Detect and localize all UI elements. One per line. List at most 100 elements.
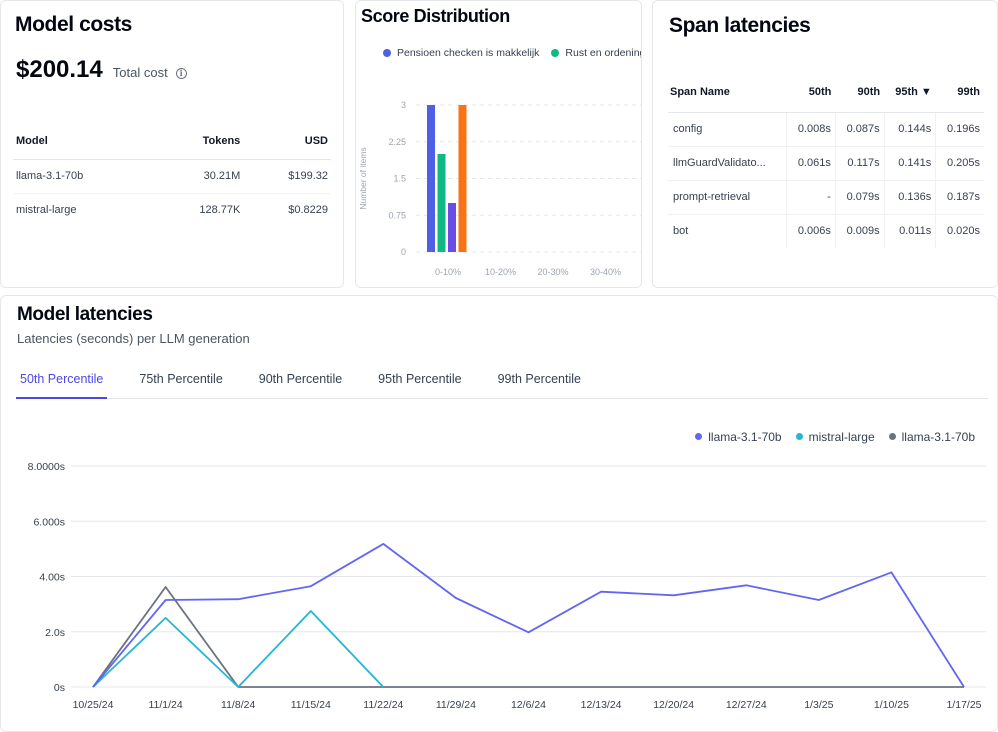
latency-cell: 0.020s [946, 225, 980, 238]
latency-cell: 0.141s [884, 146, 937, 181]
span-latencies-card: Span latencies Span Name 50th 90th 95th … [652, 0, 998, 288]
legend-label: Rust en ordening [565, 47, 642, 59]
latency-cell: 0.011s [884, 214, 937, 248]
model-latencies-chart: 0s 2.0s 4.00s 6.000s 8.0000s 10/25/24 11/1/24 1… [28, 461, 986, 711]
legend-item[interactable]: llama-3.1-70b [695, 430, 782, 444]
table-row[interactable]: config 0.008s 0.087s 0.144s 0.196s [668, 112, 984, 147]
column-header-95th[interactable]: 95th ▼ [884, 73, 936, 113]
y-tick-label: 6.000s [33, 516, 65, 528]
info-icon[interactable]: i [175, 68, 187, 79]
latency-legend: llama-3.1-70b mistral-large llama-3.1-70… [695, 430, 975, 444]
legend-label: llama-3.1-70b [901, 430, 975, 444]
legend-label: llama-3.1-70b [708, 430, 782, 444]
bar [437, 154, 446, 252]
column-header-model[interactable]: Model [13, 124, 154, 160]
x-tick-label: 12/6/24 [511, 699, 546, 711]
score-distribution-title: Score Distribution [361, 6, 510, 26]
tab-95th-percentile[interactable]: 95th Percentile [378, 372, 462, 386]
legend-item[interactable]: Rust en ordening [551, 47, 642, 59]
span-latencies-title: Span latencies [669, 14, 811, 37]
latency-cell: 0.006s [786, 214, 836, 248]
legend-dot [695, 433, 703, 440]
x-tick-label: 12/13/24 [581, 699, 622, 711]
usd-cell: $199.32 [243, 159, 331, 194]
y-tick-label: 0s [54, 682, 65, 694]
model-latencies-subtitle: Latencies (seconds) per LLM generation [17, 331, 250, 346]
tab-90th-percentile[interactable]: 90th Percentile [258, 372, 343, 386]
table-row[interactable]: prompt-retrieval -0.079s 0.136s 0.187s [668, 180, 984, 215]
column-header-tokens[interactable]: Tokens [153, 124, 244, 160]
table-header-row: Span Name 50th 90th 95th ▼ 99th [668, 73, 984, 113]
span-name-cell: prompt-retrieval [668, 180, 788, 215]
column-header-90th[interactable]: 90th [835, 73, 885, 113]
bar [448, 203, 456, 252]
latency-cell: 0.136s [884, 180, 937, 215]
percentile-tabs: 50th Percentile 75th Percentile 90th Per… [16, 369, 988, 399]
table-row[interactable]: bot 0.006s 0.009s 0.011s 0.020s [668, 214, 984, 248]
x-tick-label: 10/25/24 [73, 699, 114, 711]
tab-99th-percentile[interactable]: 99th Percentile [497, 372, 581, 386]
tab-50th-percentile[interactable]: 50th Percentile [16, 369, 108, 399]
latency-cell: 0.061s [786, 146, 836, 181]
series-line [92, 543, 965, 688]
table-row[interactable]: llmGuardValidato... 0.061s 0.117s 0.141s 0.2… [668, 146, 984, 181]
legend-item[interactable]: Pensioen checken is makkelijk [383, 47, 539, 59]
x-tick-label: 12/20/24 [653, 699, 694, 711]
total-cost-value: $200.14 [16, 56, 103, 83]
span-name-cell: bot [668, 214, 788, 248]
span-name-cell: llmGuardValidato... [668, 146, 788, 181]
span-name-cell: config [668, 112, 788, 147]
model-costs-table: Model Tokens USD llama-3.1-70b 30.21M $1… [13, 124, 331, 227]
model-latencies-card: Model latencies Latencies (seconds) per … [0, 295, 998, 732]
latency-cell: 0.117s [835, 146, 885, 181]
x-tick-label: 11/15/24 [291, 699, 331, 711]
legend-dot [551, 49, 560, 57]
model-costs-title: Model costs [15, 13, 132, 36]
x-tick-label: 12/27/24 [726, 699, 767, 711]
series-line [92, 610, 384, 688]
latency-cell: 0.187s [935, 180, 984, 215]
usd-cell: $0.8229 [288, 204, 328, 217]
y-tick-label: 3 [401, 100, 406, 110]
column-header-usd[interactable]: USD [243, 124, 331, 160]
x-tick-label: 20-30% [537, 267, 568, 277]
column-header-50th[interactable]: 50th [786, 73, 836, 113]
x-tick-label: 30-40% [590, 267, 621, 277]
tab-75th-percentile[interactable]: 75th Percentile [139, 372, 223, 386]
model-cell: llama-3.1-70b [13, 159, 154, 194]
score-distribution-chart: 0 0.75 1.5 2.25 3 Number of items 0-10% 10-20% 2… [358, 100, 641, 277]
latency-cell: 0.008s [786, 112, 836, 147]
latency-cell: 0.009s [835, 214, 885, 248]
column-header-span-name[interactable]: Span Name [668, 73, 787, 113]
column-header-99th[interactable]: 99th [935, 73, 984, 113]
x-tick-label: 11/29/24 [436, 699, 476, 711]
table-row: mistral-large 128.77K $0.8229 [13, 193, 331, 227]
total-cost-row: $200.14 Total cost i [16, 56, 187, 84]
y-tick-label: 0 [401, 247, 406, 257]
tokens-cell: 30.21M [153, 159, 244, 194]
bar [427, 105, 435, 252]
legend-item[interactable]: llama-3.1-70b [888, 430, 975, 444]
legend-dot [795, 433, 803, 440]
y-axis-label: Number of items [358, 147, 368, 209]
latency-cell: 0.079s [835, 180, 885, 215]
x-tick-label: 1/10/25 [874, 699, 909, 711]
model-latencies-title: Model latencies [17, 304, 153, 325]
latency-cell: 0.205s [935, 146, 984, 181]
x-tick-label: 11/1/24 [148, 699, 182, 711]
table-row: llama-3.1-70b 30.21M $199.32 [13, 159, 331, 194]
latency-cell: 0.087s [835, 112, 885, 147]
y-tick-label: 2.25 [388, 137, 406, 147]
score-distribution-card: Score Distribution Pensioen checken is m… [355, 0, 642, 288]
y-tick-label: 1.5 [393, 174, 406, 184]
score-legend: Pensioen checken is makkelijk Rust en or… [383, 47, 642, 59]
legend-item[interactable]: mistral-large [795, 430, 875, 444]
tokens-cell: 128.77K [199, 204, 241, 217]
bar [458, 105, 467, 252]
y-tick-label: 2.0s [45, 627, 65, 639]
y-tick-label: 4.00s [39, 572, 65, 584]
table-header-row: Model Tokens USD [13, 124, 331, 160]
legend-label: Pensioen checken is makkelijk [397, 47, 540, 59]
model-cell: mistral-large [16, 204, 77, 217]
x-tick-label: 0-10% [435, 267, 461, 277]
